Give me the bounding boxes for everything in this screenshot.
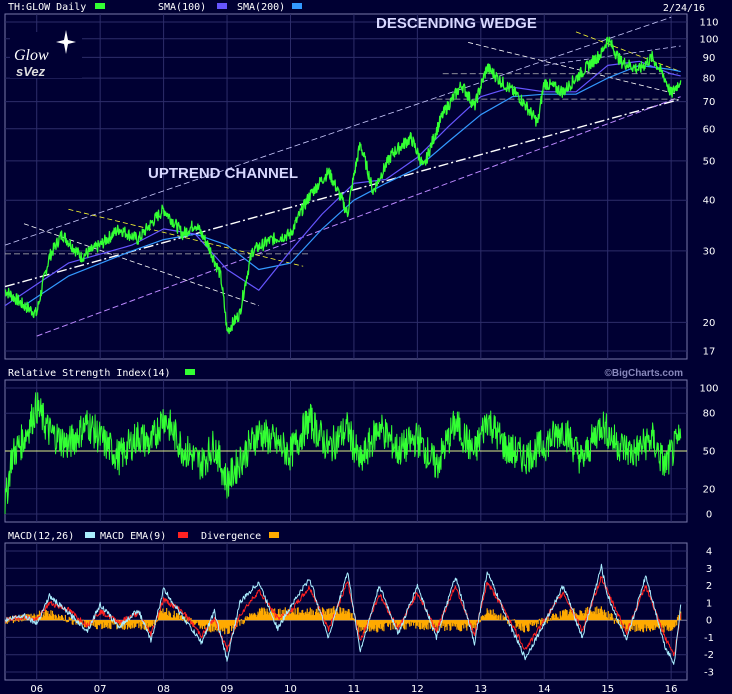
trend-lines — [4, 16, 681, 337]
y-tick-label-2-0: 0 — [706, 616, 712, 627]
macd-ema-legend-swatch — [178, 532, 188, 538]
macd-legend-label: MACD(12,26) — [8, 531, 74, 542]
legend-sma100-label: SMA(100) — [158, 2, 206, 13]
y-tick-label-1-0: 0 — [706, 510, 712, 521]
x-tick-label-13: 13 — [474, 684, 487, 694]
trend-white-descending — [23, 223, 259, 306]
macd-panel — [4, 542, 688, 681]
y-tick-label-0-90: 90 — [703, 53, 716, 64]
x-tick-label-12: 12 — [411, 684, 424, 694]
y-tick-label-0-110: 110 — [699, 18, 718, 29]
legend-price-swatch — [95, 3, 105, 9]
price-panel — [4, 13, 688, 360]
x-tick-label-16: 16 — [665, 684, 678, 694]
y-tick-label-2-4: 4 — [706, 547, 712, 558]
y-tick-label-1-80: 80 — [703, 409, 716, 420]
price-legend: TH:GLOW Daily SMA(100) SMA(200) — [8, 2, 302, 13]
x-tick-label-08: 08 — [157, 684, 170, 694]
legend-sma200-label: SMA(200) — [237, 2, 285, 13]
chart-date: 2/24/16 — [663, 3, 705, 14]
x-tick-label-07: 07 — [94, 684, 107, 694]
y-tick-label-0-50: 50 — [703, 156, 716, 167]
legend-sma100-swatch — [217, 3, 227, 9]
y-tick-label-0-80: 80 — [703, 74, 716, 85]
y-tick-label-1-20: 20 — [703, 484, 716, 495]
wedge-upper-line — [575, 31, 681, 72]
y-tick-label-2--3: -3 — [704, 668, 714, 679]
y-tick-label-0-30: 30 — [703, 246, 716, 257]
annotation-descending-wedge: DESCENDING WEDGE — [376, 15, 537, 32]
rsi-legend-label: Relative Strength Index(14) — [8, 368, 171, 379]
x-tick-label-15: 15 — [601, 684, 614, 694]
y-tick-label-0-17: 17 — [703, 347, 716, 358]
y-tick-label-1-100: 100 — [699, 384, 718, 395]
divergence-legend-swatch — [269, 532, 279, 538]
macd-ema-line — [4, 576, 682, 657]
logo-line1: Glow — [14, 47, 49, 64]
logo-line2: sVez — [16, 64, 46, 79]
y-tick-label-0-60: 60 — [703, 124, 716, 135]
price-line — [4, 36, 682, 335]
y-tick-label-2--1: -1 — [704, 633, 714, 644]
x-tick-label-09: 09 — [221, 684, 234, 694]
sma100-line — [4, 60, 681, 307]
x-tick-label-14: 14 — [538, 684, 551, 694]
macd-ema-legend-label: MACD EMA(9) — [100, 531, 166, 542]
wedge-white-line — [468, 41, 678, 95]
y-tick-label-2-1: 1 — [706, 598, 712, 609]
x-tick-label-11: 11 — [348, 684, 361, 694]
x-tick-label-10: 10 — [284, 684, 297, 694]
y-tick-label-0-100: 100 — [699, 34, 718, 45]
y-tick-label-0-70: 70 — [703, 97, 716, 108]
legend-sma200-swatch — [292, 3, 302, 9]
legend-price-label: TH:GLOW Daily — [8, 2, 86, 13]
trend-yellow-line — [68, 208, 304, 267]
annotation-uptrend-channel: UPTREND CHANNEL — [148, 165, 298, 182]
y-tick-label-2--2: -2 — [704, 650, 714, 661]
y-tick-label-2-3: 3 — [706, 564, 712, 575]
macd-line — [4, 563, 682, 665]
wedge-light-line — [544, 45, 681, 66]
trend-channel-lower — [36, 96, 681, 337]
y-tick-label-1-50: 50 — [703, 447, 716, 458]
logo-star-icon — [56, 30, 76, 54]
y-tick-label-2-2: 2 — [706, 581, 712, 592]
y-tick-label-0-40: 40 — [703, 196, 716, 207]
rsi-legend-swatch — [185, 369, 195, 375]
sma200-line — [23, 64, 681, 307]
rsi-line — [4, 392, 682, 515]
x-tick-label-06: 06 — [30, 684, 43, 694]
macd-legend-swatch — [85, 532, 95, 538]
bigcharts-watermark: ©BigCharts.com — [605, 368, 684, 379]
glowsvez-logo: Glow sVez — [10, 30, 82, 79]
divergence-legend-label: Divergence — [201, 531, 261, 542]
trend-support-line — [4, 98, 681, 288]
trend-channel-upper — [4, 16, 672, 246]
y-tick-label-0-20: 20 — [703, 318, 716, 329]
